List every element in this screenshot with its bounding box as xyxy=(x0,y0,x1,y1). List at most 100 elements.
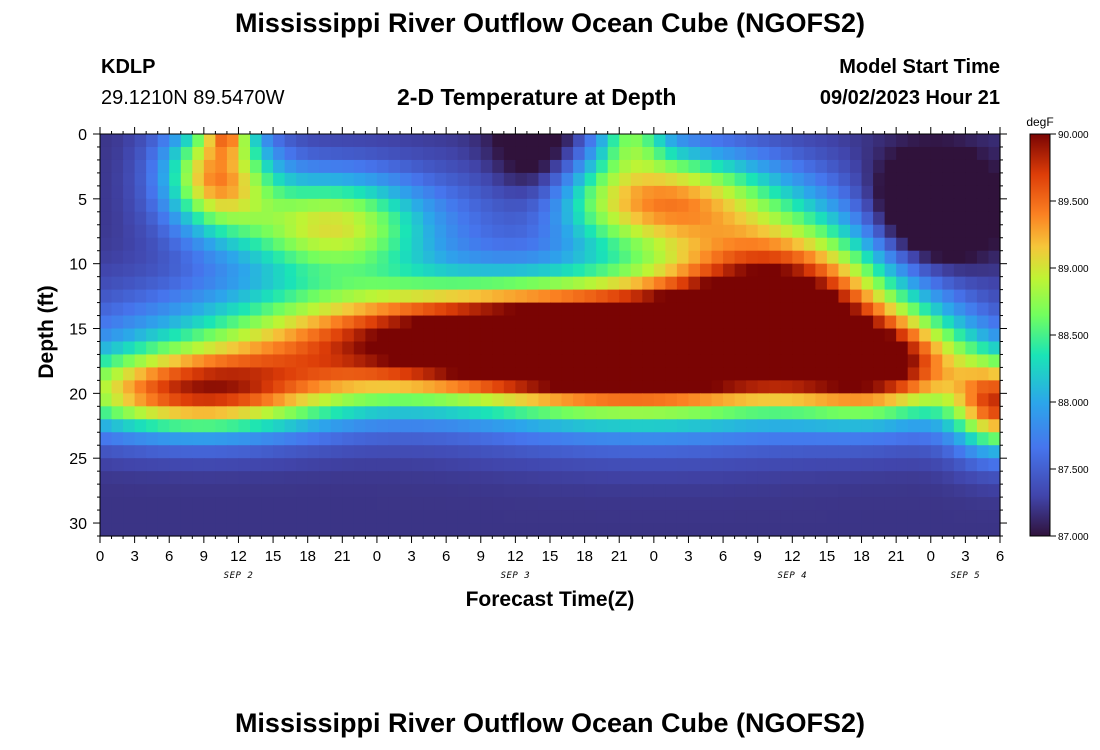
heatmap-cell xyxy=(896,134,909,148)
heatmap-cell xyxy=(284,393,297,407)
heatmap-cell xyxy=(503,289,516,304)
heatmap-cell xyxy=(330,354,343,369)
heatmap-cell xyxy=(976,159,990,174)
heatmap-cell xyxy=(250,146,263,161)
heatmap-cell xyxy=(815,263,828,278)
heatmap-cell xyxy=(446,497,459,511)
heatmap-cell xyxy=(976,185,990,200)
heatmap-cell xyxy=(850,354,863,369)
heatmap-cell xyxy=(296,367,309,381)
heatmap-cell xyxy=(388,159,401,174)
heatmap-cell xyxy=(642,198,655,213)
heatmap-cell xyxy=(480,497,493,511)
heatmap-cell xyxy=(688,276,701,291)
heatmap-cell xyxy=(907,354,920,369)
heatmap-cell xyxy=(169,237,182,252)
heatmap-cell xyxy=(261,276,274,291)
heatmap-cell xyxy=(123,445,136,459)
heatmap-cell xyxy=(134,302,147,317)
heatmap-cell xyxy=(573,445,586,459)
heatmap-cell xyxy=(688,445,701,459)
heatmap-cell xyxy=(330,263,343,278)
heatmap-cell xyxy=(884,134,897,148)
heatmap-cell xyxy=(238,211,251,226)
heatmap-cell xyxy=(180,134,193,148)
heatmap-cell xyxy=(342,289,355,304)
heatmap-cell xyxy=(434,198,447,213)
heatmap-cell xyxy=(734,146,747,161)
heatmap-cell xyxy=(434,458,447,472)
heatmap-cell xyxy=(607,211,620,226)
heatmap-cell xyxy=(700,263,713,278)
heatmap-cell xyxy=(226,510,240,524)
heatmap-cell xyxy=(550,224,563,239)
heatmap-cell xyxy=(953,289,966,304)
heatmap-cell xyxy=(100,263,113,278)
heatmap-cell xyxy=(203,134,216,148)
heatmap-cell xyxy=(769,419,782,433)
heatmap-cell xyxy=(169,211,182,226)
heatmap-cell xyxy=(469,445,482,459)
heatmap-cell xyxy=(203,328,216,343)
x-tick-label: 18 xyxy=(576,548,593,565)
heatmap-cell xyxy=(526,159,540,174)
heatmap-cell xyxy=(457,289,470,304)
heatmap-cell xyxy=(457,328,470,343)
heatmap-cell xyxy=(192,341,205,356)
heatmap-cell xyxy=(561,289,574,304)
heatmap-cell xyxy=(826,224,840,239)
heatmap-cell xyxy=(192,289,205,304)
heatmap-cell xyxy=(273,471,286,485)
heatmap-cell xyxy=(296,393,309,407)
heatmap-cell xyxy=(353,484,366,498)
heatmap-cell xyxy=(815,315,828,330)
heatmap-cell xyxy=(192,250,205,265)
heatmap-cell xyxy=(896,302,909,317)
heatmap-cell xyxy=(688,211,701,226)
heatmap-cell xyxy=(873,185,886,200)
heatmap-cell xyxy=(596,393,609,407)
heatmap-cell xyxy=(561,523,574,537)
heatmap-cell xyxy=(526,432,540,446)
heatmap-cell xyxy=(307,497,320,511)
heatmap-cell xyxy=(388,445,401,459)
heatmap-cell xyxy=(226,406,240,420)
heatmap-cell xyxy=(757,159,770,174)
heatmap-cell xyxy=(492,224,505,239)
heatmap-cell xyxy=(469,523,482,537)
heatmap-cell xyxy=(157,432,170,446)
x-tick-label: 9 xyxy=(754,548,762,565)
heatmap-cell xyxy=(907,406,920,420)
heatmap-cell xyxy=(434,263,447,278)
heatmap-cell xyxy=(515,471,528,485)
heatmap-cell xyxy=(480,484,493,498)
heatmap-cell xyxy=(792,458,805,472)
heatmap-cell xyxy=(423,458,436,472)
heatmap-cell xyxy=(238,185,251,200)
heatmap-cell xyxy=(988,510,1001,524)
heatmap-cell xyxy=(469,393,482,407)
heatmap-cell xyxy=(134,198,147,213)
heatmap-cell xyxy=(180,393,193,407)
heatmap-cell xyxy=(988,393,1001,407)
heatmap-cell xyxy=(573,523,586,537)
heatmap-cell xyxy=(896,445,909,459)
heatmap-cell xyxy=(850,224,863,239)
heatmap-cell xyxy=(319,263,332,278)
heatmap-cell xyxy=(215,159,228,174)
heatmap-cell xyxy=(538,198,551,213)
heatmap-cell xyxy=(873,263,886,278)
heatmap-cell xyxy=(561,276,574,291)
heatmap-cell xyxy=(907,367,920,381)
heatmap-cell xyxy=(838,484,851,498)
heatmap-cell xyxy=(492,367,505,381)
heatmap-cell xyxy=(596,172,609,187)
heatmap-cell xyxy=(319,328,332,343)
heatmap-cell xyxy=(250,510,263,524)
heatmap-cell xyxy=(723,302,736,317)
heatmap-cell xyxy=(757,393,770,407)
heatmap-cell xyxy=(676,458,690,472)
heatmap-cell xyxy=(976,523,990,537)
heatmap-cell xyxy=(757,172,770,187)
heatmap-cell xyxy=(907,419,920,433)
